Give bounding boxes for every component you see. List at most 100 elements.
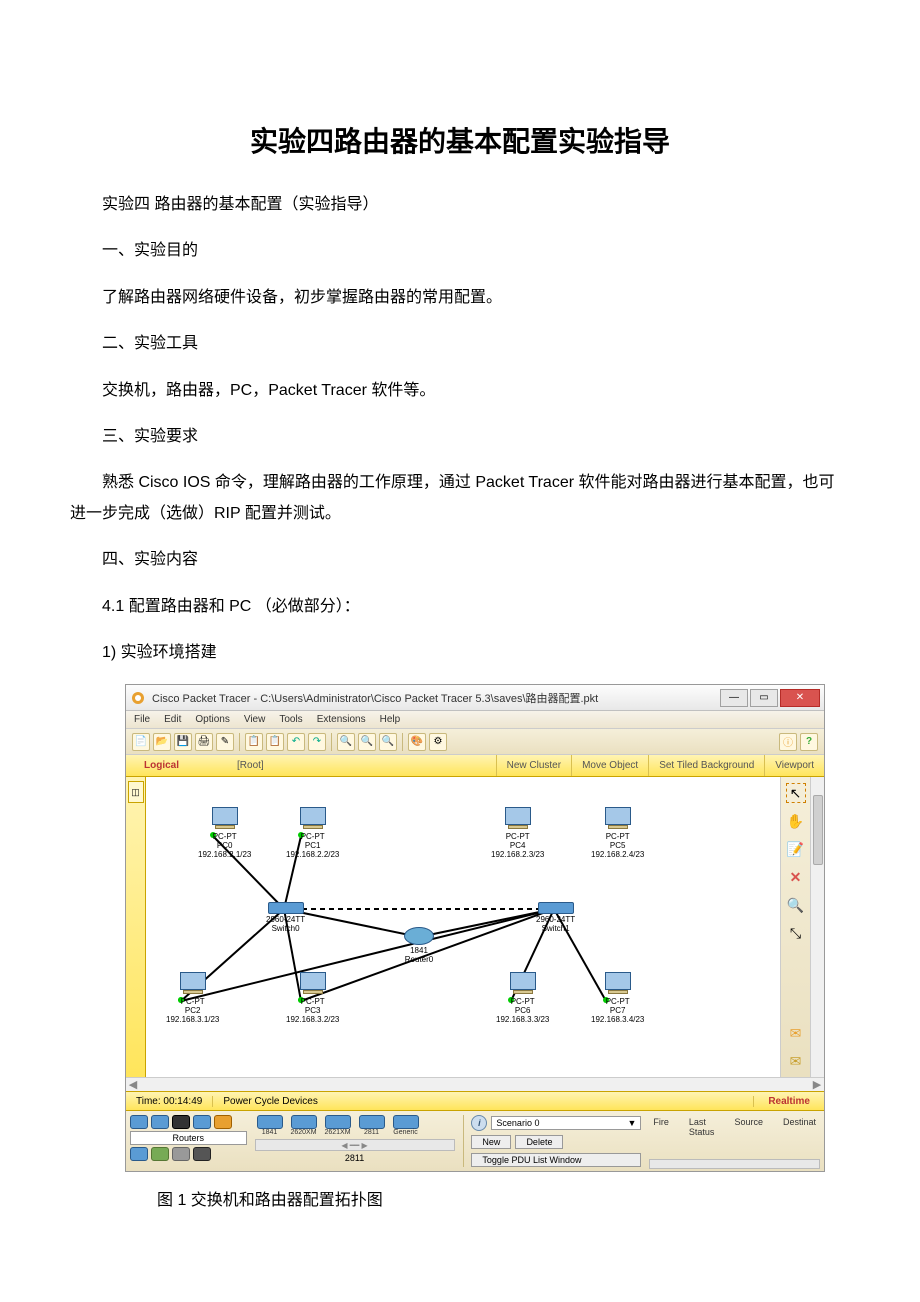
routers-category-icon[interactable] xyxy=(130,1115,148,1129)
place-note-icon[interactable]: 📝 xyxy=(786,839,806,859)
scenario-info-icon[interactable]: i xyxy=(471,1115,487,1131)
device-ip-label: 192.168.2.2/23 xyxy=(286,851,339,860)
close-button[interactable]: ✕ xyxy=(780,689,820,707)
maximize-button[interactable]: ▭ xyxy=(750,689,778,707)
device-model-1841[interactable]: 1841 xyxy=(255,1115,285,1137)
save-icon[interactable]: 💾 xyxy=(174,733,192,751)
vertical-scrollbar[interactable] xyxy=(810,777,824,1077)
move-layout-icon[interactable]: ✋ xyxy=(786,811,806,831)
zoom-in-icon[interactable]: 🔍 xyxy=(337,733,355,751)
menu-edit[interactable]: Edit xyxy=(164,714,181,725)
select-tool-icon[interactable]: ↖ xyxy=(786,783,806,803)
device-model-2621xm[interactable]: 2621XM xyxy=(323,1115,353,1137)
scroll-thumb[interactable] xyxy=(813,795,823,865)
separator xyxy=(239,733,240,751)
pc-device[interactable]: PC-PTPC2192.168.3.1/23 xyxy=(166,972,219,1024)
pc-device[interactable]: PC-PTPC6192.168.3.3/23 xyxy=(496,972,549,1024)
add-simple-pdu-icon[interactable]: ✉ xyxy=(786,1023,806,1043)
new-cluster-button[interactable]: New Cluster xyxy=(496,755,571,776)
device-model-generic[interactable]: Generic xyxy=(391,1115,421,1137)
topology-canvas[interactable]: PC-PTPC0192.168.2.1/23 PC-PTPC1192.168.2.… xyxy=(146,777,780,1077)
device-ip-label: 192.168.2.3/23 xyxy=(491,851,544,860)
zoom-reset-icon[interactable]: 🔍 xyxy=(358,733,376,751)
doc-title: 实验四路由器的基本配置实验指导 xyxy=(70,120,850,160)
wireless-category-icon[interactable] xyxy=(193,1115,211,1129)
device-ip-label: 192.168.3.1/23 xyxy=(166,1016,219,1025)
device-model-list: 1841 2620XM 2621XM 2811 Generic ◀ ━━ ▶ 2… xyxy=(255,1115,455,1167)
scenario-new-button[interactable]: New xyxy=(471,1135,511,1149)
connections-category-icon[interactable] xyxy=(214,1115,232,1129)
scenario-select[interactable]: Scenario 0▼ xyxy=(491,1116,641,1130)
end-devices-icon[interactable] xyxy=(130,1147,148,1161)
wizard-icon[interactable]: ✎ xyxy=(216,733,234,751)
figure-caption: 图 1 交换机和路由器配置拓扑图 xyxy=(125,1186,850,1210)
custom-made-icon[interactable] xyxy=(172,1147,190,1161)
copy-icon[interactable]: 📋 xyxy=(245,733,263,751)
device-model-2811[interactable]: 2811 xyxy=(357,1115,387,1137)
add-complex-pdu-icon[interactable]: ✉ xyxy=(786,1051,806,1071)
power-cycle-button[interactable]: Power Cycle Devices xyxy=(213,1096,327,1107)
open-file-icon[interactable]: 📂 xyxy=(153,733,171,751)
viewport-button[interactable]: Viewport xyxy=(764,755,824,776)
resize-tool-icon[interactable]: ⤡ xyxy=(786,923,806,943)
move-object-button[interactable]: Move Object xyxy=(571,755,648,776)
pdu-col-dest: Destinat xyxy=(783,1117,816,1137)
pdu-scrollbar[interactable] xyxy=(649,1159,820,1169)
menu-tools[interactable]: Tools xyxy=(279,714,302,725)
new-file-icon[interactable]: 📄 xyxy=(132,733,150,751)
minimize-button[interactable]: — xyxy=(720,689,748,707)
menu-view[interactable]: View xyxy=(244,714,266,725)
pc-device[interactable]: PC-PTPC1192.168.2.2/23 xyxy=(286,807,339,859)
pc-device[interactable]: PC-PTPC5192.168.2.4/23 xyxy=(591,807,644,859)
para-41: 4.1 配置路由器和 PC （必做部分）： xyxy=(70,592,850,622)
pc-device[interactable]: PC-PTPC3192.168.3.2/23 xyxy=(286,972,339,1024)
nav-panel-tab[interactable]: ◫ xyxy=(126,777,146,1077)
delete-tool-icon[interactable]: ✕ xyxy=(786,867,806,887)
sim-time: Time: 00:14:49 xyxy=(126,1096,213,1107)
network-link[interactable] xyxy=(284,908,554,910)
toggle-pdu-button[interactable]: Toggle PDU List Window xyxy=(471,1153,641,1167)
root-label[interactable]: [Root] xyxy=(197,760,304,771)
pc-icon xyxy=(210,807,240,831)
multiuser-icon[interactable] xyxy=(193,1147,211,1161)
pc-icon xyxy=(178,972,208,996)
pc-device[interactable]: PC-PTPC4192.168.2.3/23 xyxy=(491,807,544,859)
menu-help[interactable]: Help xyxy=(380,714,401,725)
device-name-label: Switch0 xyxy=(266,925,305,934)
custom-device-icon[interactable]: ⚙ xyxy=(429,733,447,751)
para-sec3: 三、实验要求 xyxy=(70,422,850,452)
undo-icon[interactable]: ↶ xyxy=(287,733,305,751)
device-model-2620xm[interactable]: 2620XM xyxy=(289,1115,319,1137)
print-icon[interactable]: 🖨 xyxy=(195,733,213,751)
switch-device[interactable]: 2960-24TTSwitch1 xyxy=(536,902,575,934)
help-icon[interactable]: ? xyxy=(800,733,818,751)
set-tiled-bg-button[interactable]: Set Tiled Background xyxy=(648,755,764,776)
pc-device[interactable]: PC-PTPC0192.168.2.1/23 xyxy=(198,807,251,859)
menu-file[interactable]: File xyxy=(134,714,150,725)
horizontal-scrollbar[interactable]: ◀▶ xyxy=(126,1077,824,1091)
pc-icon xyxy=(298,972,328,996)
switches-category-icon[interactable] xyxy=(151,1115,169,1129)
realtime-tab[interactable]: Realtime xyxy=(753,1096,824,1107)
hubs-category-icon[interactable] xyxy=(172,1115,190,1129)
pc-icon xyxy=(603,972,633,996)
device-ip-label: 192.168.3.2/23 xyxy=(286,1016,339,1025)
pc-device[interactable]: PC-PTPC7192.168.3.4/23 xyxy=(591,972,644,1024)
wan-emulation-icon[interactable] xyxy=(151,1147,169,1161)
switch-device[interactable]: 2960-24TTSwitch0 xyxy=(266,902,305,934)
packet-tracer-window: Cisco Packet Tracer - C:\Users\Administr… xyxy=(125,684,825,1172)
device-list-scrollbar[interactable]: ◀ ━━ ▶ xyxy=(255,1139,455,1151)
paste-icon[interactable]: 📋 xyxy=(266,733,284,751)
router-device[interactable]: 1841Router0 xyxy=(404,927,434,965)
logical-tab[interactable]: Logical xyxy=(126,760,197,771)
menu-options[interactable]: Options xyxy=(195,714,229,725)
inspect-tool-icon[interactable]: 🔍 xyxy=(786,895,806,915)
palette-icon[interactable]: 🎨 xyxy=(408,733,426,751)
menu-extensions[interactable]: Extensions xyxy=(317,714,366,725)
info-icon[interactable]: ⓘ xyxy=(779,733,797,751)
zoom-out-icon[interactable]: 🔍 xyxy=(379,733,397,751)
redo-icon[interactable]: ↷ xyxy=(308,733,326,751)
scenario-delete-button[interactable]: Delete xyxy=(515,1135,563,1149)
main-toolbar: 📄 📂 💾 🖨 ✎ 📋 📋 ↶ ↷ 🔍 🔍 🔍 🎨 ⚙ ⓘ ? xyxy=(126,729,824,755)
para-sec4: 四、实验内容 xyxy=(70,545,850,575)
